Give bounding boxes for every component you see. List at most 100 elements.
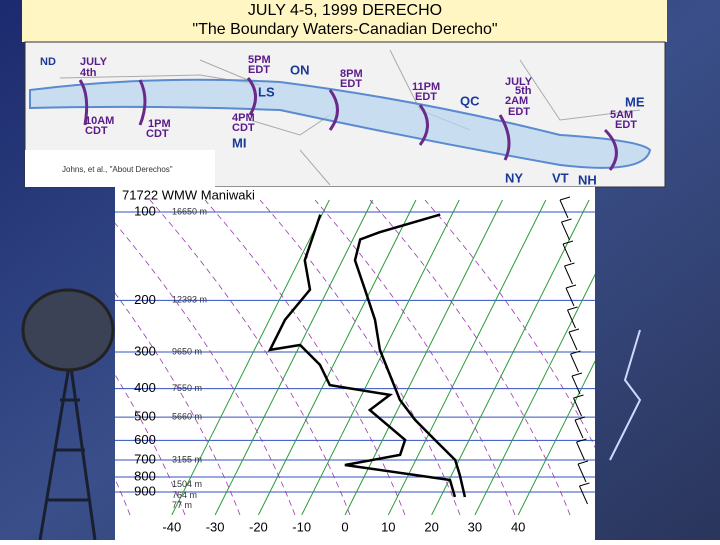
adiabat	[204, 200, 406, 515]
wind-barb	[576, 438, 587, 461]
height-label: 9650 m	[172, 346, 202, 356]
map-label: EDT	[340, 78, 362, 90]
map-label: 1PM	[148, 118, 171, 130]
tower	[21, 288, 115, 541]
station-title: 71722 WMW Maniwaki	[122, 187, 255, 202]
map-label: JULY	[505, 76, 533, 88]
map-label: ND	[40, 56, 56, 68]
temperature-profile	[353, 213, 467, 498]
isotherm	[344, 200, 503, 515]
temperature-label: 0	[341, 519, 348, 534]
adiabat	[115, 222, 296, 515]
map-label: 11PM	[412, 81, 440, 93]
pressure-label: 400	[134, 380, 156, 395]
adiabat	[314, 200, 516, 515]
height-label: 764 m	[172, 490, 197, 500]
map-label: ME	[625, 94, 645, 109]
map-label: QC	[460, 93, 480, 108]
isotherm	[431, 200, 590, 515]
isotherm	[387, 200, 547, 515]
map-label: 10AM	[85, 115, 114, 127]
height-label: 7550 m	[172, 383, 202, 393]
map-label: EDT	[508, 106, 530, 118]
title: JULY 4-5, 1999 DERECHO	[248, 2, 442, 19]
temperature-label: -20	[249, 519, 268, 534]
isotherm	[474, 273, 595, 515]
map-label: JULY	[80, 56, 108, 68]
sounding-plot	[115, 200, 595, 515]
map-label: LS	[258, 84, 275, 99]
wind-barb	[573, 394, 584, 417]
wind-barb	[561, 218, 572, 241]
isotherm	[257, 200, 417, 515]
map-label: VT	[552, 170, 569, 185]
height-label: 1504 m	[172, 479, 202, 489]
adiabat	[149, 200, 351, 515]
height-label: 3155 m	[172, 454, 202, 464]
wind-barb	[564, 262, 575, 285]
credit: Johns, et al., "About Derechos"	[62, 165, 173, 174]
map: ND JULY 4th 10AM CDT 1PM CDT 5PM EDT ON …	[24, 41, 666, 188]
adiabat	[369, 200, 571, 515]
map-label: 4th	[80, 67, 97, 79]
map-label: MI	[232, 135, 246, 150]
credit-box	[25, 150, 215, 187]
wind-barb	[565, 284, 577, 307]
temperature-label: 20	[424, 519, 438, 534]
pressure-label: 600	[134, 432, 156, 447]
map-label: 4PM	[232, 112, 255, 124]
map-label: ON	[290, 62, 310, 77]
dewpoint-profile	[267, 214, 457, 498]
map-label: NH	[578, 172, 597, 187]
pressure-label: 200	[134, 292, 156, 307]
map-label: 8PM	[340, 68, 363, 80]
height-label: 5660 m	[172, 411, 202, 421]
map-label: 5AM	[610, 109, 633, 121]
temperature-label: -30	[206, 519, 225, 534]
wind-barb	[568, 328, 580, 351]
adiabat	[424, 200, 595, 449]
wind-barb	[577, 460, 589, 483]
pressure-label: 900	[134, 483, 156, 498]
adiabat	[115, 374, 186, 515]
map-label: NY	[505, 170, 523, 185]
wind-barb	[562, 240, 574, 263]
temperature-label: -40	[162, 519, 181, 534]
adiabat	[259, 200, 461, 515]
wind-barb	[559, 196, 571, 219]
temperature-label: -10	[292, 519, 311, 534]
height-label: 16650 m	[172, 206, 207, 216]
map-label: EDT	[248, 64, 270, 76]
pressure-label: 100	[134, 203, 156, 218]
wind-barb	[579, 482, 590, 505]
derecho-swath	[29, 78, 652, 169]
temperature-label: 40	[511, 519, 525, 534]
map-label: EDT	[615, 119, 637, 131]
height-label: 12393 m	[172, 295, 207, 305]
adiabat	[115, 292, 241, 515]
isotherm	[517, 360, 595, 515]
map-label: CDT	[85, 125, 108, 137]
wind-barb	[571, 372, 583, 395]
sounding-panel	[115, 187, 595, 540]
subtitle: "The Boundary Waters-Canadian Derecho"	[192, 21, 497, 38]
wind-barb	[567, 306, 578, 329]
height-label: 77 m	[172, 500, 192, 510]
pressure-label: 800	[134, 468, 156, 483]
temperature-label: 10	[381, 519, 395, 534]
isotherm	[171, 200, 330, 515]
title-box	[22, 0, 667, 42]
map-label: CDT	[146, 128, 169, 140]
map-label: 5th	[515, 85, 532, 97]
temperature-label: 30	[468, 519, 482, 534]
wind-barb	[570, 350, 581, 373]
map-label: CDT	[232, 122, 255, 134]
map-label: 5PM	[248, 54, 271, 66]
map-label: 2AM	[505, 95, 528, 107]
pressure-label: 500	[134, 409, 156, 424]
isotherm	[214, 200, 374, 515]
lightning	[609, 329, 642, 461]
pressure-label: 300	[134, 343, 156, 358]
